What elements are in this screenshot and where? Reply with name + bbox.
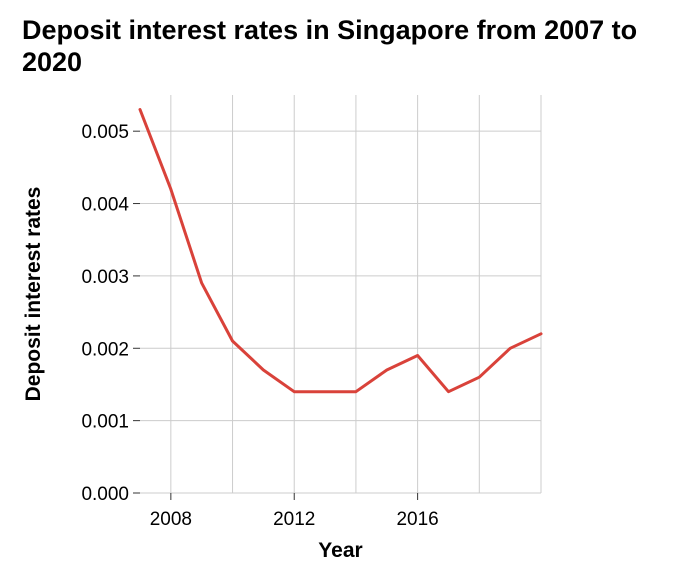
y-axis-label: Deposit interest rates <box>22 187 45 402</box>
gridlines <box>140 95 542 494</box>
series-layer <box>138 108 543 394</box>
series-line <box>138 108 543 394</box>
y-tick-label: 0.000 <box>81 484 129 505</box>
x-tick-label: 2016 <box>396 509 438 530</box>
chart-title: Deposit interest rates in Singapore from… <box>22 15 638 77</box>
x-axis-ticks: 2008 2012 2016 <box>150 493 439 530</box>
x-axis-label: Year <box>318 539 362 562</box>
y-axis-ticks: 0.000 0.001 0.002 0.003 0.004 0.005 <box>81 122 140 505</box>
y-tick-label: 0.002 <box>81 339 129 360</box>
y-tick-label: 0.005 <box>81 122 129 143</box>
y-tick-label: 0.004 <box>81 195 129 216</box>
y-tick-label: 0.001 <box>81 412 129 433</box>
x-tick-label: 2008 <box>150 509 192 530</box>
y-tick-label: 0.003 <box>81 267 129 288</box>
x-tick-label: 2012 <box>273 509 315 530</box>
